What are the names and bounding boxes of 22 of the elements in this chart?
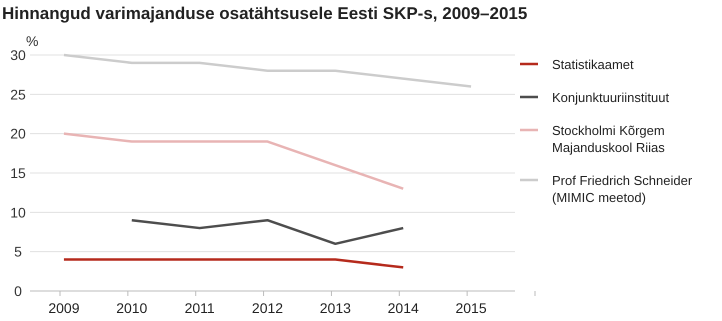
legend-label: Statistikaamet — [552, 57, 634, 72]
y-axis-title: % — [26, 33, 38, 49]
y-tick-label: 10 — [10, 204, 26, 220]
legend-label: Stockholmi Kõrgem Majanduskool Riias — [552, 123, 666, 155]
x-tick-label: 2012 — [252, 300, 284, 316]
x-tick-label: 2011 — [184, 300, 215, 316]
x-tick-label: 2009 — [48, 300, 80, 316]
legend-label: Prof Friedrich Schneider (MIMIC meetod) — [552, 173, 693, 205]
y-tick-label: 15 — [10, 165, 26, 181]
y-tick-label: 5 — [14, 244, 22, 260]
y-tick-label: 0 — [14, 283, 22, 299]
x-tick-label: 2010 — [116, 300, 148, 316]
x-tick-label: 2013 — [320, 300, 352, 316]
y-tick-label: 30 — [10, 47, 26, 63]
x-tick-label: 2015 — [455, 300, 487, 316]
y-tick-label: 25 — [10, 86, 26, 102]
chart-title: Hinnangud varimajanduse osatähtsusele Eesti SKP-s, 2009–2015 — [2, 4, 528, 23]
x-tick-label: 2014 — [388, 300, 419, 316]
legend-label: Konjunktuuriinstituut — [552, 90, 670, 105]
line-series — [62, 132, 404, 190]
y-tick-label: 20 — [10, 126, 26, 142]
line-series — [62, 54, 472, 88]
